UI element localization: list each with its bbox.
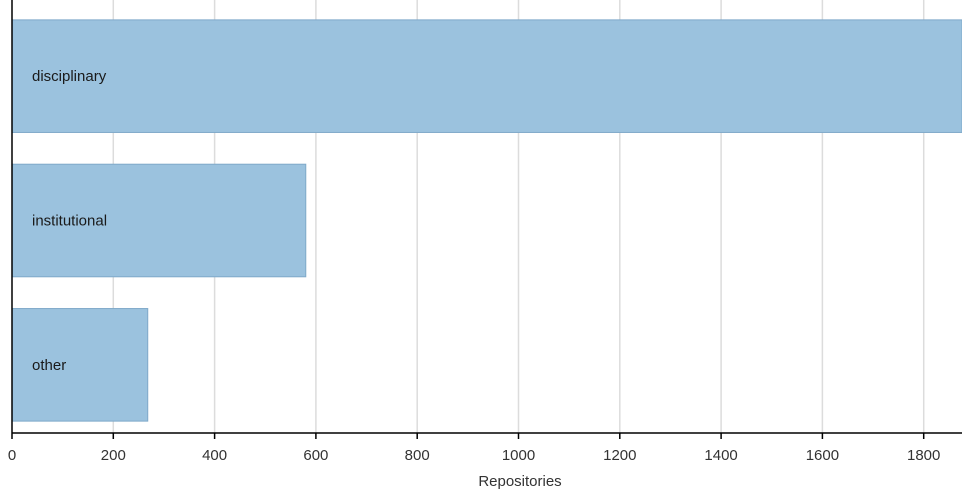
bar-label-institutional: institutional [32, 213, 107, 230]
x-axis [11, 0, 962, 434]
x-tick-label: 1400 [704, 447, 737, 464]
x-tick-label: 1800 [907, 447, 940, 464]
x-tick-label: 1200 [603, 447, 636, 464]
x-tick-label: 1600 [806, 447, 839, 464]
bar-other [11, 308, 149, 422]
x-tick-label: 1000 [502, 447, 535, 464]
bars: disciplinary institutional other [11, 19, 962, 422]
x-axis-title: Repositories [478, 473, 561, 490]
x-tick-label: 600 [303, 447, 328, 464]
x-tick-label: 400 [202, 447, 227, 464]
x-axis-ticks: 0 200 400 600 800 1000 1200 1400 1600 1800 [8, 433, 940, 464]
x-tick-label: 800 [405, 447, 430, 464]
x-tick-label: 0 [8, 447, 16, 464]
bar-label-other: other [32, 357, 66, 374]
bar-label-disciplinary: disciplinary [32, 68, 107, 85]
bar-institutional [11, 163, 307, 278]
bar-disciplinary [11, 19, 962, 133]
x-tick-label: 200 [101, 447, 126, 464]
